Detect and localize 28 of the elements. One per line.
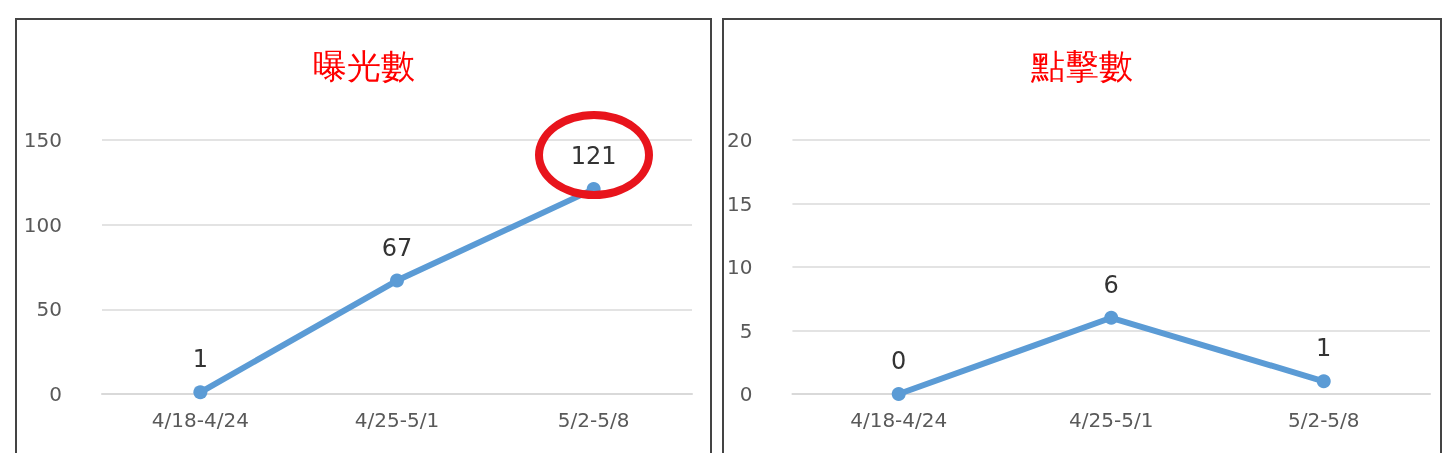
y-tick-label: 5 <box>739 318 753 343</box>
point <box>891 387 906 401</box>
data-label: 6 <box>1103 270 1119 299</box>
point <box>193 385 208 400</box>
y-tick-label: 10 <box>727 255 753 279</box>
y-tick-label: 100 <box>23 212 62 237</box>
x-tick-label: 5/2-5/8 <box>557 408 630 432</box>
point <box>1104 310 1119 325</box>
chart-title: 曝光數 <box>312 46 415 86</box>
data-label: 121 <box>570 142 617 171</box>
y-tick-label: 150 <box>23 128 62 152</box>
y-tick-label: 20 <box>727 128 753 152</box>
x-tick-label: 4/25-5/1 <box>1069 408 1154 432</box>
y-tick-label: 15 <box>727 191 753 216</box>
x-tick-label: 4/25-5/1 <box>354 408 440 432</box>
x-tick-label: 4/18-4/24 <box>151 408 249 432</box>
y-tick-label: 50 <box>36 297 62 322</box>
data-label: 0 <box>891 347 907 375</box>
data-label: 1 <box>192 345 208 374</box>
y-tick-label: 0 <box>49 382 62 406</box>
y-tick-label: 0 <box>739 382 753 406</box>
point <box>1316 374 1331 389</box>
point <box>390 273 404 288</box>
x-tick-label: 4/18-4/24 <box>850 408 948 432</box>
chart-title: 點擊數 <box>1030 46 1133 86</box>
x-tick-label: 5/2-5/8 <box>1287 408 1360 432</box>
data-label: 67 <box>381 233 413 262</box>
data-label: 1 <box>1316 334 1332 363</box>
